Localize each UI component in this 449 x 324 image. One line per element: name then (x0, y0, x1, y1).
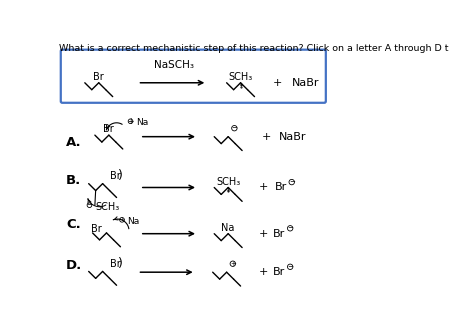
Text: ): ) (118, 169, 123, 182)
Text: Br: Br (273, 229, 286, 239)
Text: What is a correct mechanistic step of this reaction? Click on a letter A through: What is a correct mechanistic step of th… (59, 44, 449, 53)
Text: +: + (262, 132, 272, 142)
Text: NaBr: NaBr (279, 132, 306, 142)
Text: SCH₃: SCH₃ (229, 72, 253, 82)
Text: +: + (259, 267, 269, 277)
FancyBboxPatch shape (61, 50, 326, 103)
Text: Na: Na (127, 217, 139, 226)
Text: SCH₃: SCH₃ (216, 177, 240, 187)
Text: +: + (230, 261, 236, 267)
Text: −: − (289, 179, 295, 185)
Text: +: + (128, 117, 134, 126)
Text: Br: Br (110, 259, 120, 269)
Text: +: + (259, 229, 269, 239)
Text: +: + (119, 217, 125, 222)
Text: −: − (287, 264, 293, 270)
Text: NaSCH₃: NaSCH₃ (154, 61, 194, 70)
Text: −: − (231, 125, 238, 131)
Text: Br: Br (93, 72, 104, 82)
Text: Br: Br (110, 171, 120, 181)
Text: −: − (287, 225, 293, 231)
Text: Na: Na (221, 223, 235, 233)
Text: D.: D. (66, 259, 83, 272)
Text: Br: Br (275, 182, 287, 192)
Text: A.: A. (66, 136, 82, 149)
Text: +: + (272, 78, 282, 88)
Text: B.: B. (66, 174, 81, 187)
Text: C.: C. (66, 217, 81, 230)
Text: Na: Na (136, 118, 148, 127)
Text: Br: Br (91, 224, 102, 234)
Text: NaBr: NaBr (292, 78, 319, 88)
Text: Br: Br (103, 124, 114, 134)
Text: ): ) (118, 257, 123, 270)
Text: Br: Br (273, 267, 286, 277)
Text: SCH₃: SCH₃ (95, 202, 119, 212)
Text: −: − (87, 202, 92, 208)
Text: +: + (259, 182, 269, 192)
